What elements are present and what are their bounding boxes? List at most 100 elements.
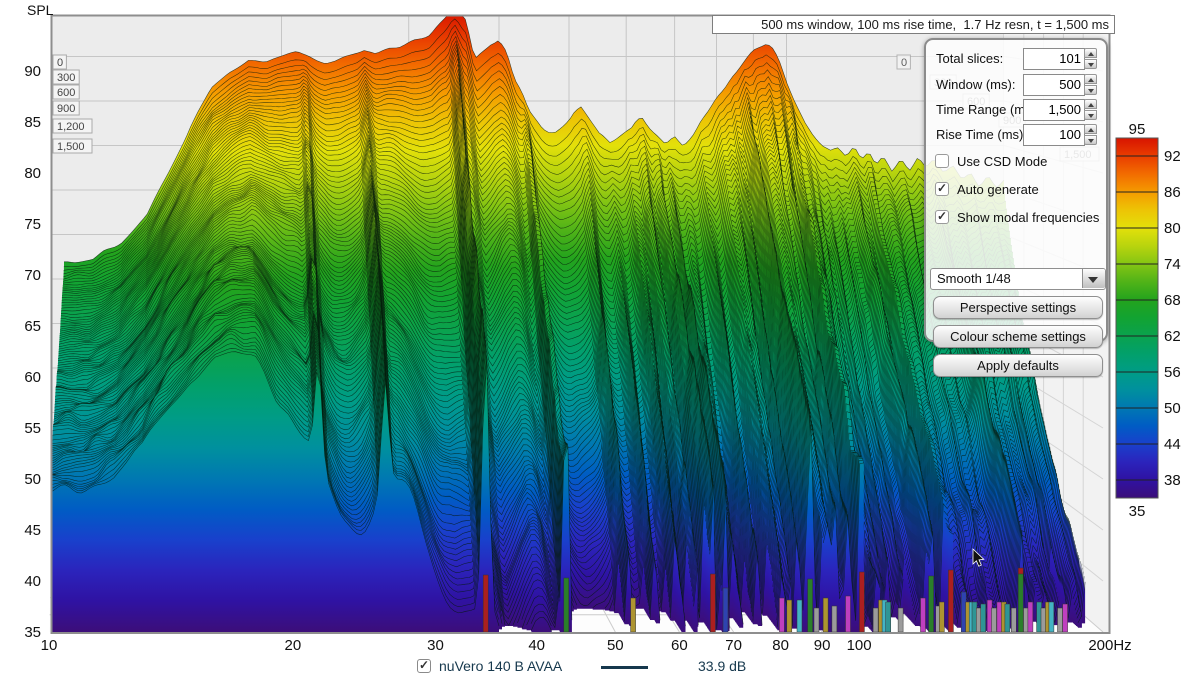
modal-bar xyxy=(710,573,716,633)
time-range-increment-button[interactable] xyxy=(1084,99,1097,109)
modal-bar xyxy=(796,599,803,633)
smoothing-dropdown[interactable]: Smooth 1/48 xyxy=(930,268,1106,290)
spl-axis-ticks: 90 85 80 75 70 65 60 55 50 45 40 35 xyxy=(24,63,41,641)
trace-color-sample xyxy=(601,666,648,669)
svg-text:90: 90 xyxy=(814,637,831,654)
svg-text:70: 70 xyxy=(24,267,41,284)
modal-bar xyxy=(1048,601,1055,633)
spl-axis-title: SPL xyxy=(27,2,54,18)
trace-visibility-checkbox[interactable]: ✓ xyxy=(417,658,431,673)
svg-text:86: 86 xyxy=(1164,184,1181,201)
svg-text:0: 0 xyxy=(57,57,63,69)
modal-bar xyxy=(482,574,489,633)
svg-text:20: 20 xyxy=(285,637,302,654)
svg-text:80: 80 xyxy=(772,637,789,654)
svg-text:40: 40 xyxy=(528,637,545,654)
modal-bar xyxy=(630,597,636,633)
dropdown-arrow-icon[interactable] xyxy=(1082,269,1105,288)
svg-text:45: 45 xyxy=(24,522,41,539)
window-ms-row: Window (ms): 500 xyxy=(926,74,1106,96)
show-modal-frequencies-row: ✓ Show modal frequencies xyxy=(926,210,1106,228)
modal-bar xyxy=(1057,607,1063,633)
modal-bar xyxy=(786,599,793,633)
use-csd-mode-checkbox[interactable] xyxy=(935,154,949,168)
modal-bar xyxy=(928,575,934,633)
svg-text:50: 50 xyxy=(607,637,624,654)
svg-text:44: 44 xyxy=(1164,436,1181,453)
svg-text:60: 60 xyxy=(24,369,41,386)
trace-name: nuVero 140 B AVAA xyxy=(439,658,563,674)
perspective-settings-button[interactable]: Perspective settings xyxy=(933,296,1103,319)
svg-text:80: 80 xyxy=(1164,220,1181,237)
colour-scheme-settings-button[interactable]: Colour scheme settings xyxy=(933,325,1103,348)
modal-bar xyxy=(859,571,865,633)
modal-bar xyxy=(845,595,851,633)
modal-bar xyxy=(939,601,945,633)
total-slices-decrement-button[interactable] xyxy=(1084,59,1097,69)
window-ms-decrement-button[interactable] xyxy=(1084,85,1097,95)
time-range-row: Time Range (ms): 1,500 xyxy=(926,99,1106,121)
total-slices-increment-button[interactable] xyxy=(1084,48,1097,58)
window-ms-increment-button[interactable] xyxy=(1084,74,1097,84)
modal-frequency-bars xyxy=(482,567,1068,633)
svg-text:92: 92 xyxy=(1164,148,1181,165)
time-range-decrement-button[interactable] xyxy=(1084,110,1097,120)
auto-generate-label: Auto generate xyxy=(957,182,1039,197)
modal-bar xyxy=(722,587,729,633)
window-ms-label: Window (ms): xyxy=(936,77,1016,92)
modal-bar xyxy=(831,605,838,633)
svg-text:90: 90 xyxy=(24,63,41,80)
color-scale: 95 92 86 80 74 68 62 56 50 44 38 35 xyxy=(1115,121,1181,520)
measurement-info-bar: 500 ms window, 100 ms rise time, 1.7 Hz … xyxy=(712,15,1115,34)
modal-bar xyxy=(807,578,813,633)
freq-axis-ticks: 10 20 30 40 50 60 70 80 90 100 200Hz xyxy=(41,637,1132,654)
rise-time-decrement-button[interactable] xyxy=(1084,135,1097,145)
modal-bar xyxy=(897,607,904,633)
rise-time-input[interactable]: 100 xyxy=(1023,124,1085,146)
trace-legend: ✓ nuVero 140 B AVAA 33.9 dB xyxy=(0,656,1200,680)
svg-text:65: 65 xyxy=(24,318,41,335)
modal-bar xyxy=(563,577,570,633)
modal-bar xyxy=(991,607,997,633)
svg-text:1,200: 1,200 xyxy=(57,121,85,133)
window-ms-input[interactable]: 500 xyxy=(1023,74,1085,96)
auto-generate-checkbox[interactable]: ✓ xyxy=(935,181,949,196)
svg-text:85: 85 xyxy=(24,114,41,131)
plot-frame xyxy=(50,14,1111,634)
modal-bar xyxy=(822,597,829,633)
color-scale-max: 95 xyxy=(1129,121,1146,138)
mouse-cursor xyxy=(972,548,985,567)
svg-text:70: 70 xyxy=(725,637,742,654)
trace-level-value: 33.9 dB xyxy=(698,658,747,674)
modal-bar xyxy=(948,569,954,633)
svg-text:55: 55 xyxy=(24,420,41,437)
svg-text:68: 68 xyxy=(1164,292,1181,309)
waterfall-controls-panel: Total slices: 101 Window (ms): 500 Time … xyxy=(924,38,1108,377)
waterfall-surface xyxy=(52,16,1093,632)
svg-text:1,500: 1,500 xyxy=(57,141,85,153)
apply-defaults-button[interactable]: Apply defaults xyxy=(933,354,1103,377)
modal-bar xyxy=(1027,601,1034,633)
auto-generate-row: ✓ Auto generate xyxy=(926,182,1106,200)
svg-text:60: 60 xyxy=(671,637,688,654)
rise-time-label: Rise Time (ms): xyxy=(936,127,1027,142)
svg-text:62: 62 xyxy=(1164,328,1181,345)
total-slices-input[interactable]: 101 xyxy=(1023,48,1085,70)
modal-bar xyxy=(885,601,891,633)
use-csd-mode-row: Use CSD Mode xyxy=(926,154,1106,172)
show-modal-frequencies-checkbox[interactable]: ✓ xyxy=(935,209,949,224)
modal-bar xyxy=(920,597,926,633)
use-csd-mode-label: Use CSD Mode xyxy=(957,154,1048,169)
total-slices-row: Total slices: 101 xyxy=(926,48,1106,70)
modal-bar xyxy=(872,607,879,633)
modal-bar xyxy=(980,603,986,633)
time-range-label: Time Range (ms): xyxy=(936,102,1040,117)
svg-text:10: 10 xyxy=(41,637,58,654)
svg-text:74: 74 xyxy=(1164,256,1181,273)
smoothing-dropdown-value: Smooth 1/48 xyxy=(937,271,1011,286)
waterfall-slice xyxy=(52,351,1026,632)
svg-text:75: 75 xyxy=(24,216,41,233)
time-range-input[interactable]: 1,500 xyxy=(1023,99,1085,121)
rise-time-increment-button[interactable] xyxy=(1084,124,1097,134)
